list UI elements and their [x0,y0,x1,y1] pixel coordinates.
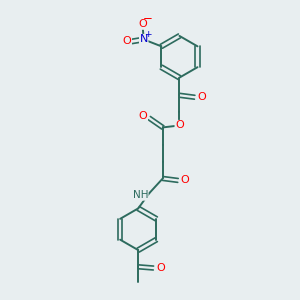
Text: N: N [140,34,148,44]
Text: O: O [175,121,184,130]
Text: O: O [139,111,148,121]
Text: O: O [197,92,206,102]
Text: O: O [181,176,189,185]
Text: +: + [144,30,152,39]
Text: O: O [156,263,165,273]
Text: O: O [123,36,131,46]
Text: O: O [138,19,147,29]
Text: NH: NH [133,190,148,200]
Text: −: − [143,12,153,25]
